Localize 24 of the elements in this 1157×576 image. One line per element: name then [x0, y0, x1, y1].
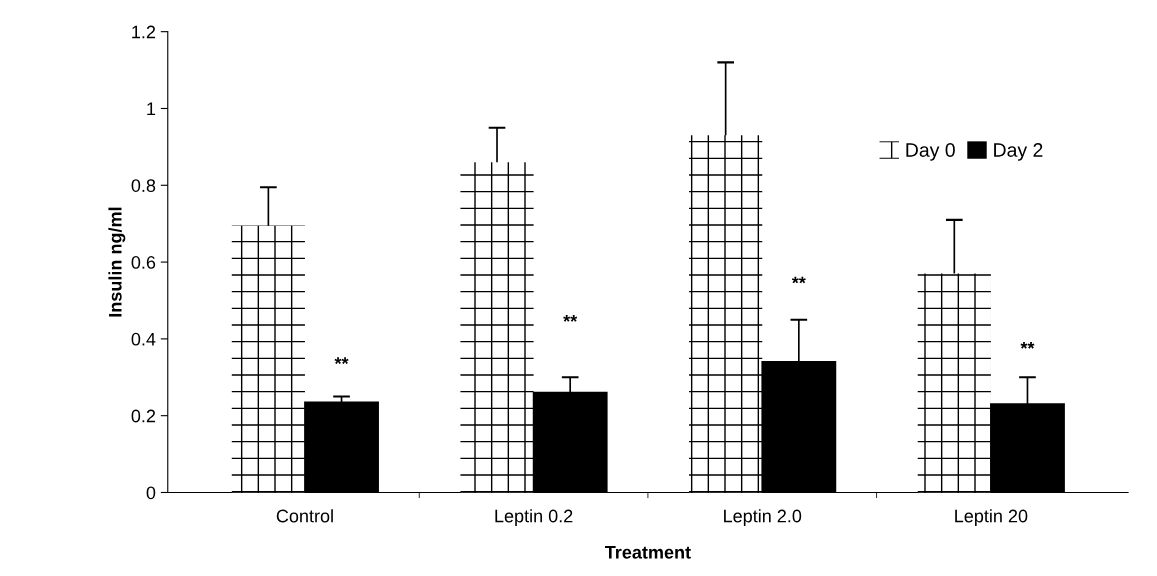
x-axis-title: Treatment [604, 546, 691, 559]
y-tick-label: 1 [147, 102, 156, 116]
bar [460, 162, 534, 493]
annotation: ** [563, 315, 578, 322]
x-tick-label: Control [276, 509, 333, 523]
y-tick-label: 1.2 [132, 25, 156, 39]
annotation: ** [1020, 341, 1035, 349]
bar [231, 225, 305, 493]
bar [304, 401, 379, 493]
x-tick-label: Leptin 2.0 [724, 509, 802, 526]
y-tick-label: 0.4 [131, 332, 156, 346]
y-tick-label: 0.8 [131, 179, 156, 192]
y-tick-label: 0 [146, 486, 156, 500]
legend-label: Day 0 [906, 143, 955, 161]
y-axis-title: Insulin ng/ml [108, 207, 126, 317]
legend-label: Day 2 [994, 143, 1043, 161]
y-tick-label: 0.2 [131, 409, 156, 423]
y-tick-label: 0.6 [131, 256, 156, 269]
bar [917, 273, 991, 493]
bar [689, 135, 763, 493]
annotation: ** [334, 357, 349, 364]
annotation: ** [791, 276, 806, 284]
x-tick-label: Leptin 0.2 [495, 509, 573, 526]
x-tick-label: Leptin 20 [955, 509, 1028, 526]
